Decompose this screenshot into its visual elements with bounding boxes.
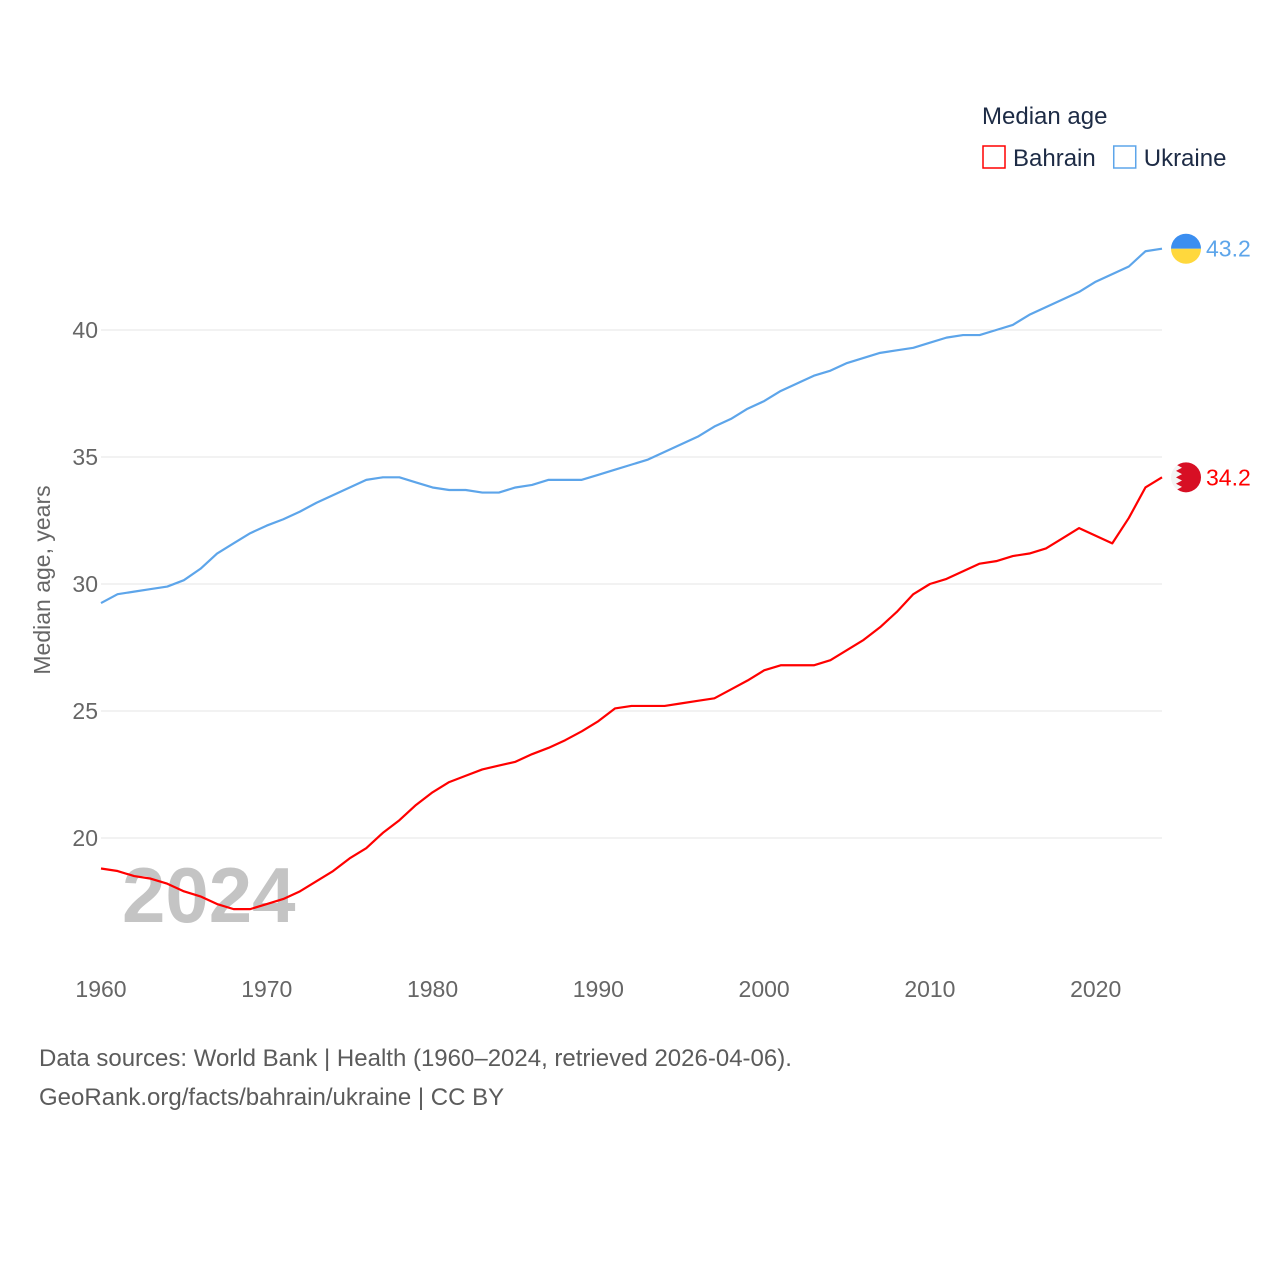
legend-swatch-ukraine — [1112, 145, 1137, 169]
x-tick-label: 1980 — [407, 976, 458, 1002]
y-tick-label: 40 — [72, 317, 98, 343]
legend-title: Median age — [982, 103, 1107, 130]
x-tick-label: 1960 — [75, 976, 126, 1002]
x-tick-label: 1970 — [241, 976, 292, 1002]
x-tick-label: 2000 — [739, 976, 790, 1002]
series-line-bahrain — [100, 476, 1163, 911]
series-line-ukraine — [100, 247, 1163, 605]
ukraine-flag-icon — [1171, 233, 1201, 264]
y-tick-label: 25 — [72, 698, 98, 724]
end-label-bahrain: 34.2 — [1206, 464, 1251, 490]
y-tick-label: 35 — [72, 444, 98, 470]
x-tick-label: 2010 — [904, 976, 955, 1002]
end-label-ukraine: 43.2 — [1206, 236, 1251, 262]
data-source-text: Data sources: World Bank | Health (1960–… — [39, 1045, 792, 1072]
legend-swatch-bahrain — [982, 145, 1006, 169]
x-tick-label: 1990 — [573, 976, 624, 1002]
y-axis-label: Median age, years — [29, 485, 55, 674]
year-watermark: 2024 — [122, 851, 296, 939]
attribution-link[interactable]: GeoRank.org/facts/bahrain/ukraine | CC B… — [39, 1084, 505, 1111]
y-tick-label: 20 — [72, 825, 98, 851]
legend-item-bahrain[interactable]: Bahrain — [1013, 145, 1096, 172]
x-tick-label: 2020 — [1070, 976, 1121, 1002]
y-tick-label: 30 — [72, 571, 98, 597]
legend-item-ukraine[interactable]: Ukraine — [1144, 145, 1227, 172]
bahrain-flag-icon — [1171, 462, 1201, 493]
